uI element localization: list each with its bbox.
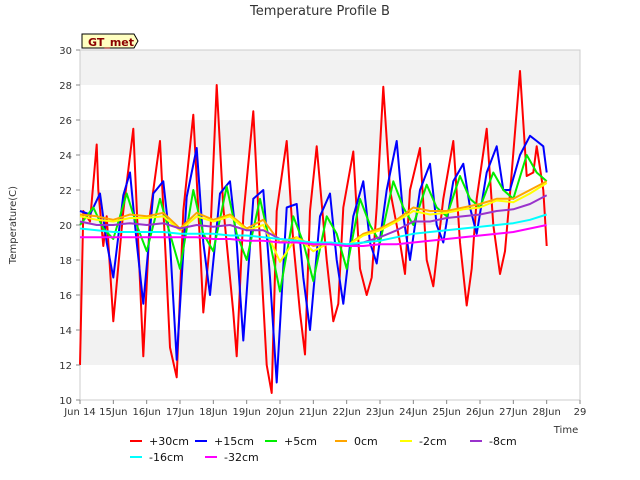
x-tick-label: 27Jun [499,407,527,418]
y-tick-label: 12 [59,361,72,372]
x-tick-label: Jun 14 [63,407,96,418]
legend: +30cm +15cm +5cm 0cm -2cm -8cm -16cm -32cm [130,435,517,464]
y-axis-ticks: 10 12 14 16 18 20 22 24 26 28 30 [59,46,80,407]
x-tick-label: 18Jun [199,407,227,418]
grid-band [80,85,580,120]
legend-label: -8cm [489,435,517,448]
legend-label: +5cm [284,435,317,448]
badge-label: GT_met [88,36,134,49]
y-tick-label: 18 [59,256,72,267]
x-tick-label: 24Jun [399,407,427,418]
legend-label: -32cm [224,451,259,464]
grid-band [80,365,580,400]
x-tick-label: 19Jun [232,407,260,418]
y-tick-label: 10 [59,396,72,407]
legend-label: -16cm [149,451,184,464]
grid-band [80,295,580,330]
x-tick-label: 17Jun [166,407,194,418]
y-tick-label: 14 [59,326,72,337]
series-line [79,213,548,246]
y-tick-label: 20 [59,221,72,232]
grid-band [80,120,580,155]
legend-label: +15cm [214,435,254,448]
x-tick-label: 28Jun [532,407,560,418]
gt-met-badge: GT_met [81,33,139,49]
series-line [79,70,548,394]
y-tick-label: 22 [59,186,72,197]
x-tick-label: 15Jun [99,407,127,418]
y-axis-label: Temperature(C) [8,186,19,265]
chart-title: Temperature Profile B [249,4,390,19]
x-tick-label: 25Jun [432,407,460,418]
legend-label: -2cm [419,435,447,448]
series-line [79,182,548,263]
legend-label: +30cm [149,435,189,448]
x-axis-ticks: Jun 14 15Jun 16Jun 17Jun 18Jun 19Jun 20Jun 21Ju… [63,400,586,418]
x-axis-label: Time [553,425,578,436]
y-tick-label: 28 [59,81,72,92]
series-line [80,224,547,247]
x-tick-label: 16Jun [132,407,160,418]
series-line [79,154,548,293]
series-layer [79,70,548,394]
legend-label: 0cm [354,435,378,448]
x-tick-label: 22Jun [332,407,360,418]
x-tick-label: 26Jun [466,407,494,418]
y-tick-label: 16 [59,291,72,302]
x-tick-label: 21Jun [299,407,327,418]
x-tick-label: 23Jun [366,407,394,418]
x-tick-label: 29 [574,407,587,418]
grid-band [80,330,580,365]
series-line [79,180,548,247]
y-tick-label: 26 [59,116,72,127]
y-tick-label: 30 [59,46,72,57]
badge-box [81,33,139,49]
y-tick-label: 24 [59,151,72,162]
x-tick-label: 20Jun [266,407,294,418]
grid-band [80,50,580,85]
